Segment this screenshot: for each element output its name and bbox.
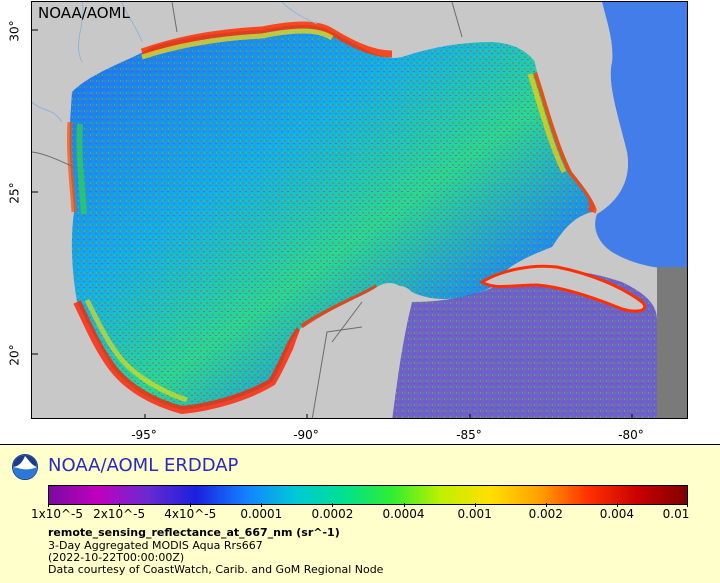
colorbar-tick-mark — [545, 503, 547, 507]
colorbar-tick-label: 0.0001 — [240, 507, 283, 521]
colorbar-tick-mark — [616, 503, 618, 507]
x-tick-label: -85° — [456, 428, 482, 442]
colorbar-tick-mark — [403, 503, 405, 507]
colorbar-tick-label: 4x10^-5 — [164, 507, 217, 521]
data-credit: Data courtesy of CoastWatch, Carib. and … — [48, 563, 384, 576]
dataset-title: 3-Day Aggregated MODIS Aqua Rrs667 — [48, 539, 263, 552]
yucatan-land — [272, 283, 412, 418]
colorbar-tick-label: 0.0002 — [311, 507, 354, 521]
colorbar-tick-mark — [190, 503, 192, 507]
cuba-land — [479, 264, 646, 313]
colorbar-tick-mark — [119, 503, 121, 507]
map-panel: NOAA/AOML — [31, 1, 688, 419]
variable-title: remote_sensing_reflectance_at_667_nm (sr… — [48, 526, 340, 539]
colorbar-tick-mark — [687, 503, 688, 507]
colorbar-tick-label: 0.001 — [457, 507, 492, 521]
colorbar-tick-label: 2x10^-5 — [93, 507, 146, 521]
erddap-brand: NOAA/AOML ERDDAP — [48, 455, 239, 476]
y-tick-label: 30° — [7, 20, 22, 42]
colorbar-tick-mark — [474, 503, 476, 507]
country-border — [32, 151, 75, 168]
colorbar-tick-mark — [48, 503, 49, 507]
map-credit: NOAA/AOML — [38, 4, 130, 22]
y-tick-label: 20° — [7, 344, 22, 366]
x-tick-label: -90° — [293, 428, 319, 442]
colorbar-tick-label: 0.0004 — [382, 507, 425, 521]
coastal-band-mexico — [73, 300, 304, 415]
gulf-of-mexico-map — [32, 2, 687, 418]
colorbar-tick-label: 0.004 — [599, 507, 635, 521]
coastal-band-north — [140, 21, 393, 58]
colorbar-tick-mark — [261, 503, 263, 507]
noaa-logo-icon — [12, 454, 38, 480]
time-label: (2022-10-22T00:00:00Z) — [48, 551, 185, 564]
x-tick-label: -95° — [131, 428, 157, 442]
river — [32, 101, 63, 123]
nodata-region — [657, 267, 687, 418]
florida-land — [531, 2, 628, 210]
colorbar-tick-mark — [332, 503, 334, 507]
colorbar-tick-label: 0.002 — [528, 507, 563, 521]
legend-panel: NOAA/AOML ERDDAP remote_sensing_reflecta… — [0, 444, 720, 583]
atlantic-water — [595, 2, 687, 269]
colorbar — [48, 485, 688, 505]
y-tick-label: 25° — [7, 182, 22, 204]
colorbar-tick-label: 1x10^-5 — [30, 507, 84, 521]
coastal-band-yucatan — [300, 284, 379, 330]
colorbar-tick-label: 0.01 — [662, 507, 690, 521]
x-tick-label: -80° — [618, 428, 644, 442]
